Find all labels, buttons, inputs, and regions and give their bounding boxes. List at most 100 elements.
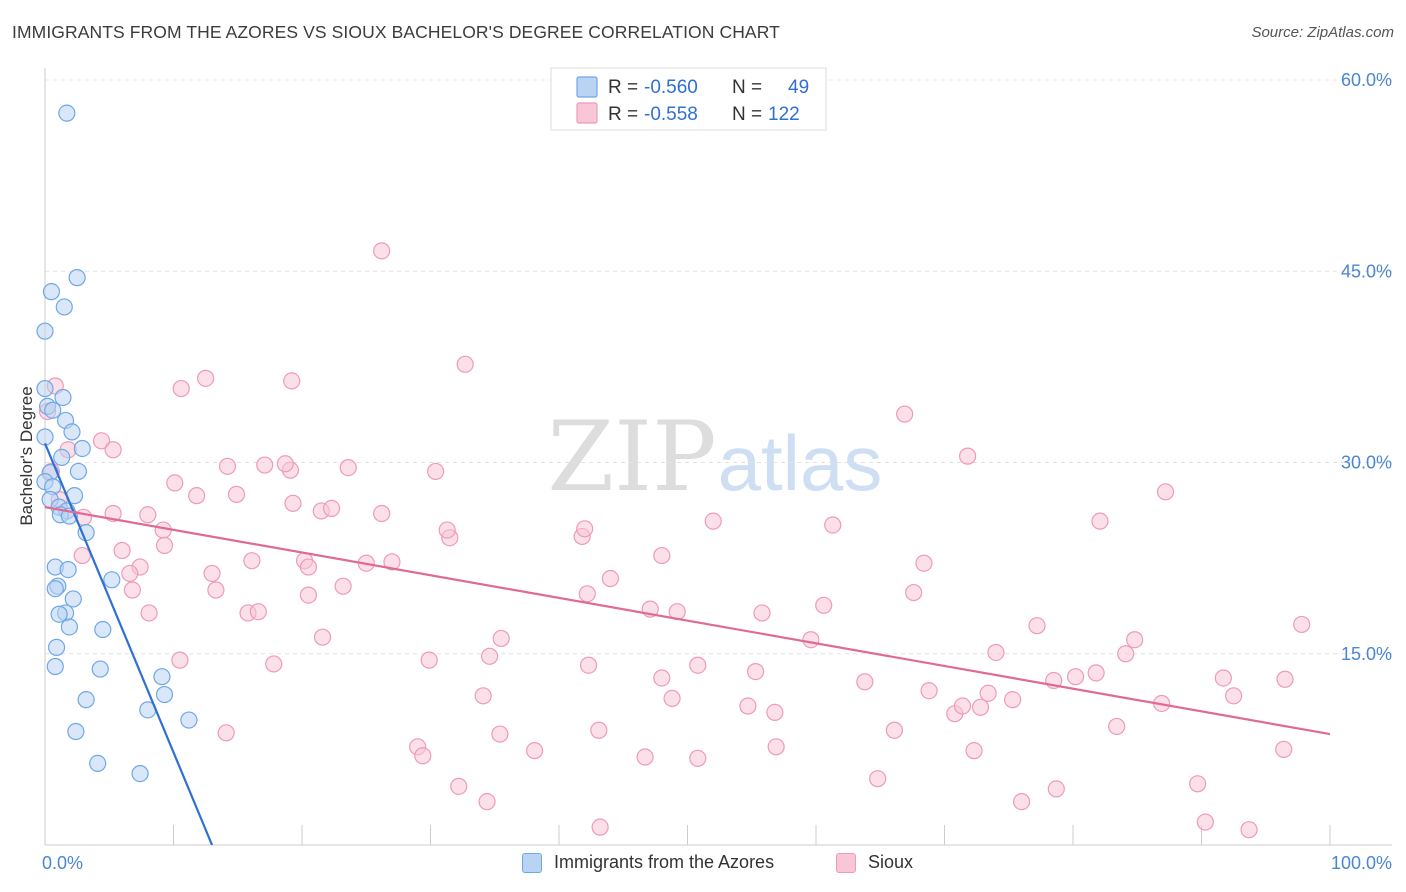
azores-point bbox=[69, 462, 88, 481]
trend-line-sioux bbox=[44, 506, 1331, 736]
legend-r-value-2: -0.558 bbox=[644, 104, 698, 125]
azores-point bbox=[54, 388, 72, 407]
sioux-point bbox=[525, 742, 544, 760]
chart-title: IMMIGRANTS FROM THE AZORES VS SIOUX BACH… bbox=[12, 22, 780, 42]
legend-swatch-azores bbox=[576, 76, 598, 98]
sioux-point bbox=[905, 583, 923, 602]
legend-n-value-1: 49 bbox=[788, 77, 809, 98]
sioux-point bbox=[915, 554, 933, 572]
sioux-point bbox=[1276, 670, 1294, 688]
sioux-point bbox=[123, 581, 141, 599]
legend-label-sioux: Sioux bbox=[868, 852, 914, 872]
sioux-point bbox=[739, 697, 757, 715]
azores-point bbox=[89, 754, 107, 773]
sioux-point bbox=[492, 629, 510, 648]
sioux-point bbox=[172, 379, 190, 398]
sioux-point bbox=[1275, 740, 1293, 758]
sioux-point bbox=[579, 656, 598, 674]
sioux-point bbox=[824, 516, 842, 534]
legend-n-label-2: N = bbox=[732, 104, 762, 125]
sioux-point bbox=[1117, 645, 1135, 663]
sioux-point bbox=[1225, 687, 1243, 705]
legend-n-label-1: N = bbox=[732, 77, 762, 98]
azores-point bbox=[46, 580, 64, 598]
sioux-point bbox=[689, 656, 707, 674]
sioux-point bbox=[802, 631, 820, 649]
azores-point bbox=[131, 764, 149, 783]
sioux-point bbox=[113, 541, 131, 560]
sioux-point bbox=[227, 485, 246, 503]
y-tick-label: 15.0% bbox=[1341, 644, 1392, 664]
sioux-point bbox=[1240, 821, 1258, 839]
sioux-point bbox=[427, 462, 445, 481]
sioux-point bbox=[284, 494, 302, 512]
sioux-point bbox=[243, 552, 261, 570]
azores-point bbox=[68, 269, 86, 287]
watermark: ZIP atlas bbox=[547, 401, 882, 513]
x-tick-label-min: 0.0% bbox=[42, 853, 83, 873]
y-tick-label: 45.0% bbox=[1341, 261, 1392, 281]
sioux-point bbox=[313, 628, 332, 646]
azores-point bbox=[36, 379, 54, 398]
legend-r-label-1: R = bbox=[608, 77, 638, 98]
sioux-point bbox=[104, 441, 122, 459]
sioux-point bbox=[217, 724, 235, 742]
azores-point bbox=[55, 298, 73, 316]
sioux-point bbox=[334, 577, 352, 595]
sioux-point bbox=[1028, 617, 1046, 635]
sioux-point bbox=[590, 721, 608, 739]
azores-point bbox=[64, 590, 82, 608]
azores-point bbox=[36, 322, 54, 340]
legend-swatch-sioux-bottom bbox=[836, 852, 856, 873]
azores-point bbox=[47, 638, 66, 656]
sioux-point bbox=[438, 521, 456, 539]
azores-point bbox=[36, 428, 54, 446]
sioux-point bbox=[965, 742, 983, 760]
correlation-legend: R = -0.560 N = 49 R = -0.558 N = 122 bbox=[550, 67, 827, 131]
sioux-point bbox=[197, 369, 215, 387]
azores-point bbox=[180, 711, 198, 729]
sioux-point bbox=[256, 456, 274, 474]
sioux-point bbox=[663, 689, 681, 707]
sioux-point bbox=[766, 703, 784, 722]
sioux-point bbox=[481, 647, 499, 665]
sioux-point bbox=[155, 536, 174, 554]
azores-point bbox=[63, 423, 81, 441]
sioux-point bbox=[373, 504, 391, 523]
x-tick-label-max: 100.0% bbox=[1331, 853, 1392, 873]
legend-swatch-azores-bottom bbox=[522, 852, 542, 873]
legend-r-label-2: R = bbox=[608, 104, 638, 125]
azores-point bbox=[73, 439, 91, 458]
azores-point bbox=[103, 571, 121, 589]
azores-point bbox=[94, 620, 112, 639]
sioux-point bbox=[73, 546, 91, 565]
azores-point bbox=[46, 657, 64, 676]
sioux-point bbox=[576, 520, 594, 538]
sioux-point bbox=[601, 569, 620, 588]
azores-point bbox=[91, 660, 109, 678]
sioux-point bbox=[920, 682, 938, 700]
sioux-point bbox=[339, 459, 357, 477]
sioux-point bbox=[591, 818, 609, 836]
azores-point bbox=[59, 560, 77, 579]
azores-point bbox=[50, 605, 68, 623]
sioux-point bbox=[383, 553, 401, 571]
sioux-point bbox=[1293, 615, 1311, 634]
y-tick-label: 60.0% bbox=[1341, 70, 1392, 90]
sioux-point bbox=[1047, 780, 1065, 798]
sioux-point bbox=[856, 673, 874, 691]
trend-line-azores bbox=[43, 442, 214, 846]
sioux-point bbox=[450, 777, 468, 795]
azores-point bbox=[155, 685, 174, 704]
sioux-point bbox=[139, 506, 157, 524]
legend-item-azores: Immigrants from the Azores bbox=[522, 852, 774, 873]
sioux-point bbox=[474, 687, 492, 705]
sioux-point bbox=[283, 372, 301, 390]
series-sioux-points bbox=[38, 242, 1311, 839]
sioux-point bbox=[704, 512, 722, 530]
azores-point bbox=[44, 401, 62, 419]
azores-point bbox=[42, 283, 61, 301]
sioux-point bbox=[1189, 775, 1207, 793]
trend-lines bbox=[43, 442, 1331, 846]
